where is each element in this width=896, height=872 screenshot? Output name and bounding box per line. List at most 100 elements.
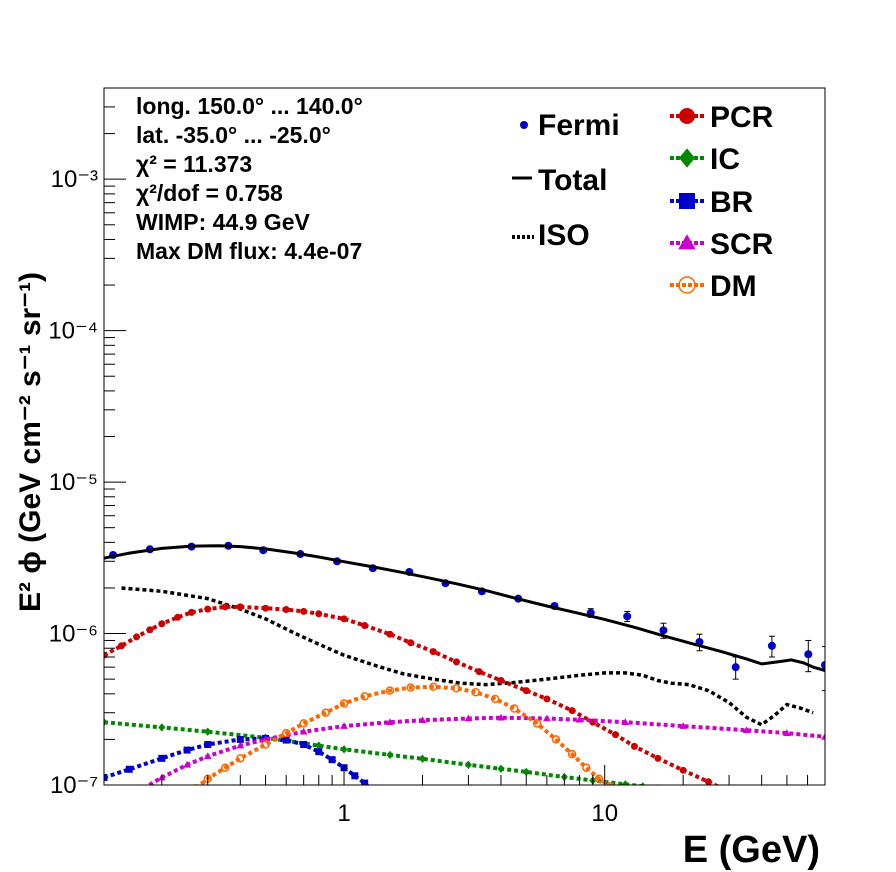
scr-point (183, 760, 191, 768)
dm-point (299, 719, 308, 728)
fermi-point (804, 650, 813, 659)
pcr-point (654, 754, 662, 762)
ic-point (640, 782, 646, 785)
dm-point (220, 763, 230, 772)
y-tick-label: 10⁻⁴ (48, 318, 98, 345)
br-point (104, 774, 108, 782)
y-tick-labels: 10⁻⁷ 10⁻⁶ 10⁻⁵ 10⁻⁴ 10⁻³ (48, 166, 98, 799)
series-scr (143, 713, 825, 785)
legend-label: BR (710, 186, 754, 219)
legend-symbol (679, 193, 695, 209)
legend-item-dm: DM (670, 270, 757, 303)
pcr-point (386, 630, 394, 638)
dm-point (385, 686, 395, 695)
pcr-point (679, 766, 687, 774)
legend-symbol (679, 108, 695, 124)
dm-point (490, 694, 500, 704)
ic-point (464, 760, 472, 769)
legend-item-fermi: Fermi (520, 109, 620, 142)
scr-point (464, 714, 473, 722)
dm-point (193, 784, 199, 785)
series-ic (104, 717, 659, 785)
ic-point (158, 723, 166, 732)
dm-point (606, 782, 615, 785)
br-point (361, 779, 369, 785)
pcr-point (726, 788, 733, 795)
scr-point (386, 718, 394, 725)
ic-point (497, 764, 505, 773)
dm-point (452, 684, 461, 693)
fermi-point (821, 660, 825, 669)
dm-point (471, 687, 480, 697)
fermi-point (623, 612, 632, 621)
br-point (236, 735, 244, 743)
pcr-point (282, 606, 290, 614)
dm-point (582, 763, 591, 772)
legend-item-iso: ISO (512, 219, 590, 252)
pcr-line (104, 604, 720, 785)
dm-point (510, 704, 519, 713)
legend-symbol (679, 148, 695, 168)
y-tick-label: 10⁻⁶ (49, 621, 98, 648)
x-tick-label: 10 (591, 800, 618, 827)
pcr-point (361, 622, 369, 630)
fit-info-line: χ²/dof = 0.758 (136, 180, 283, 206)
pcr-point (630, 742, 638, 750)
scr-line (145, 715, 825, 785)
ic-point (204, 727, 212, 736)
legend-symbol (678, 234, 696, 250)
series-total (104, 544, 825, 672)
series-iso (121, 586, 814, 727)
legend-label: IC (710, 143, 740, 176)
scr-point (543, 714, 551, 722)
pcr-point (236, 603, 244, 611)
legend-label: Fermi (538, 109, 620, 142)
dm-point (532, 719, 542, 728)
dm-point (617, 788, 624, 795)
legend-symbol (678, 276, 696, 294)
legend-item-pcr: PCR (670, 101, 774, 134)
fit-info-box: long. 150.0° ... 140.0° lat. -35.0° ... -… (136, 93, 363, 264)
pcr-point (204, 605, 212, 613)
series-layer (104, 541, 825, 795)
ic-point (621, 780, 629, 785)
br-point (328, 756, 336, 764)
pcr-point (158, 620, 166, 628)
legend-item-total: Total (512, 164, 607, 197)
series-pcr (104, 603, 733, 795)
dm-point (594, 774, 604, 783)
pcr-point (497, 676, 505, 684)
br-point (315, 748, 323, 756)
dm-point (567, 749, 577, 759)
fit-info-line: χ² = 11.373 (136, 151, 252, 177)
ic-point (104, 717, 108, 727)
br-point (158, 754, 166, 762)
scr-point (143, 784, 144, 785)
axis-layer (104, 87, 826, 786)
pcr-point (611, 731, 619, 739)
pcr-point (543, 695, 551, 703)
scr-point (575, 715, 584, 723)
scr-point (203, 752, 212, 759)
br-line (104, 736, 370, 785)
ic-point (386, 750, 394, 760)
legend-item-ic: IC (670, 143, 740, 176)
pcr-point (174, 613, 182, 621)
fermi-point (731, 663, 740, 672)
pcr-point (452, 658, 460, 666)
fit-info-line: Max DM flux: 4.4e-07 (136, 238, 362, 264)
pcr-point (568, 707, 576, 715)
dm-point (406, 683, 415, 692)
legend: Fermi Total ISO PCR IC BR SCR DM (512, 101, 774, 303)
br-point (125, 765, 133, 773)
br-point (300, 741, 308, 749)
iso-line (121, 586, 814, 727)
scr-point (621, 718, 630, 725)
legend-label: PCR (710, 101, 774, 134)
legend-item-br: BR (670, 186, 754, 219)
series-dm (193, 682, 624, 795)
br-point (370, 788, 377, 795)
scr-point (821, 732, 825, 740)
dm-point (339, 699, 349, 708)
